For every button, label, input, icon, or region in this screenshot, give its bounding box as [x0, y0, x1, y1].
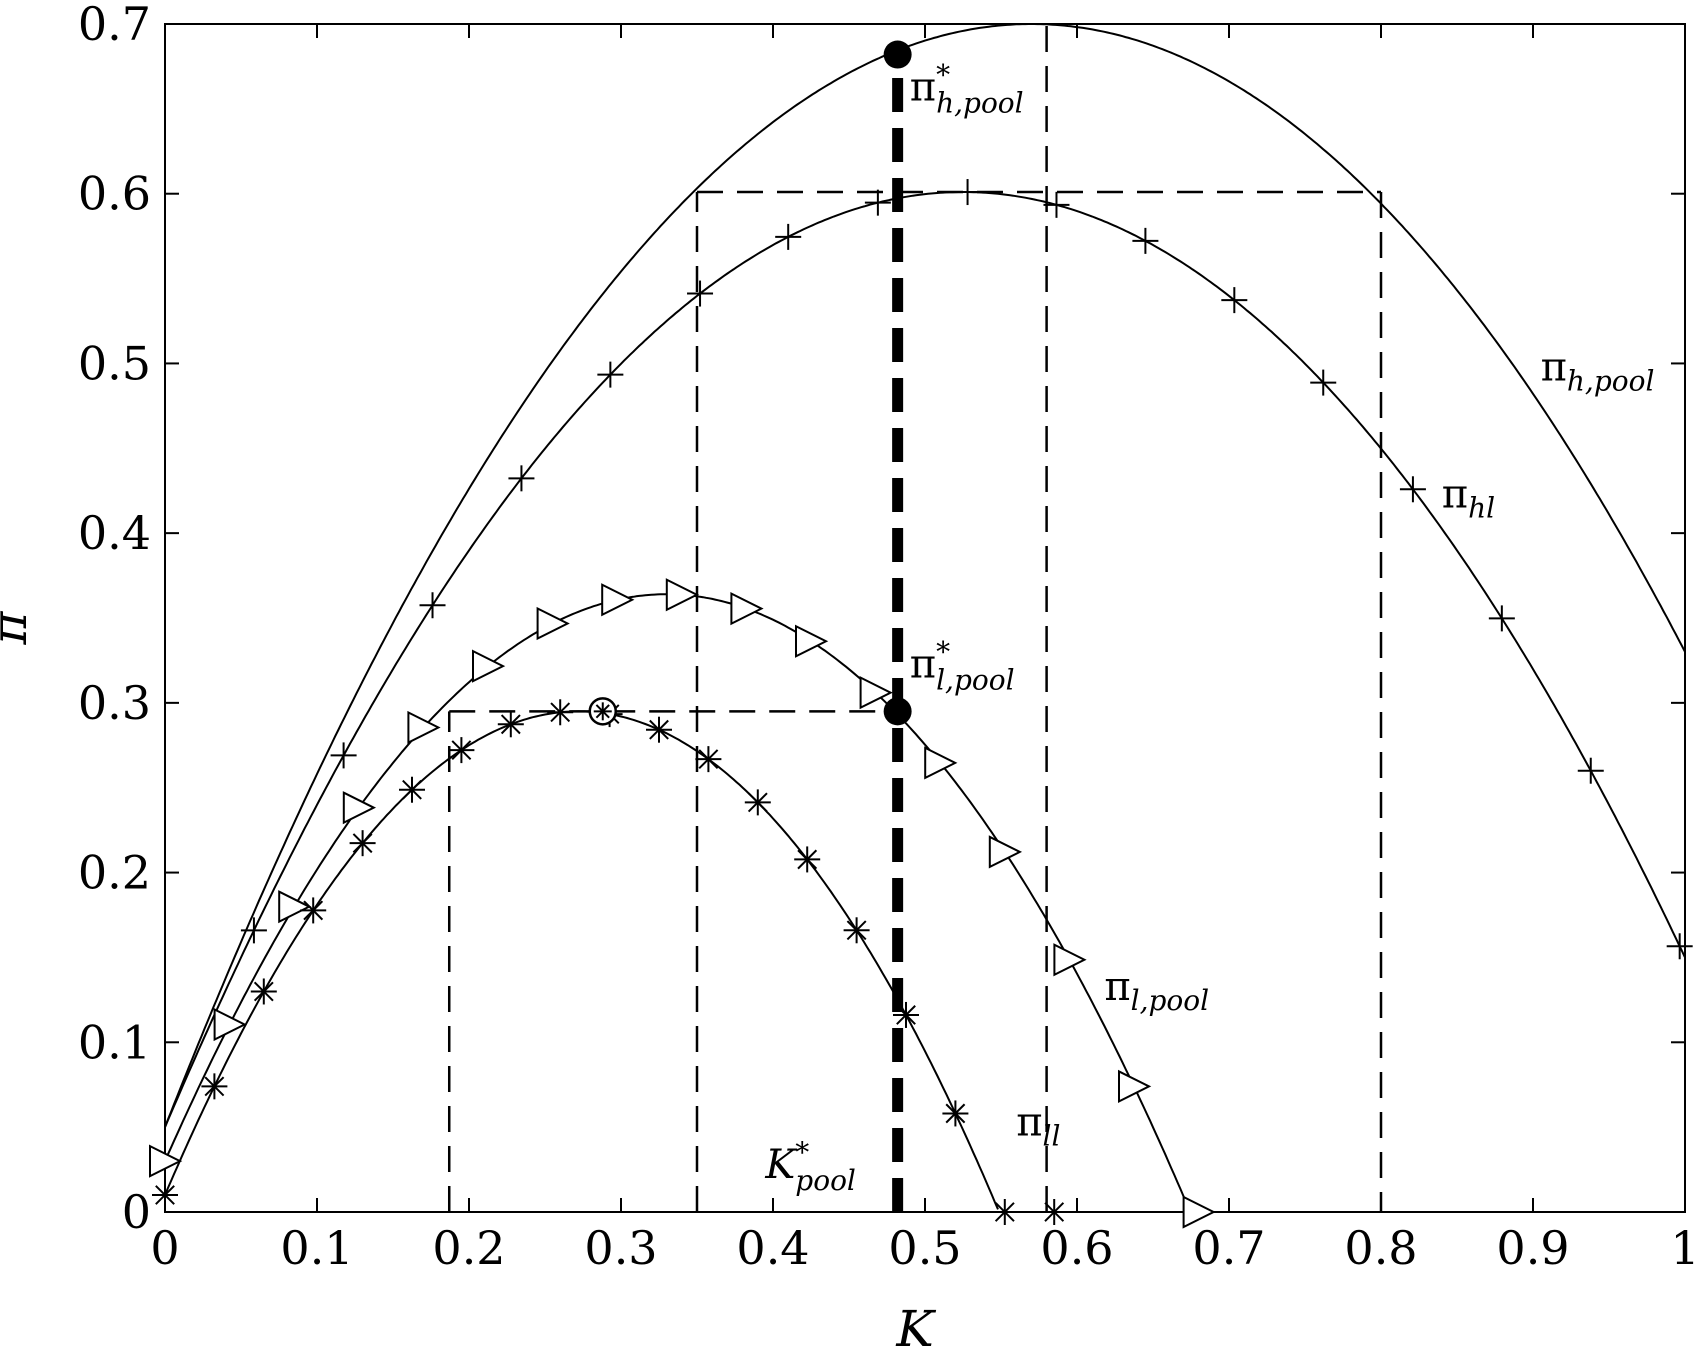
y-axis-title: π — [0, 610, 38, 645]
plus-marker — [775, 223, 802, 250]
triangle-marker — [730, 591, 764, 626]
plus-marker — [954, 179, 981, 206]
asterisk-marker — [349, 830, 376, 857]
plus-marker — [1221, 287, 1248, 314]
plus-marker — [508, 465, 535, 492]
x-tick-label: 0.2 — [432, 1221, 505, 1275]
x-tick-label: 0.9 — [1496, 1221, 1569, 1275]
asterisk-marker — [991, 1199, 1018, 1225]
y-tick-label: 0 — [122, 1185, 151, 1239]
x-tick-label: 0.3 — [584, 1221, 657, 1275]
asterisk-marker — [646, 716, 672, 743]
plus-marker — [1666, 933, 1693, 960]
y-tick-label: 0.5 — [78, 336, 151, 390]
triangle-marker — [536, 606, 570, 641]
plus-marker — [864, 189, 891, 216]
x-tick-label: 0.1 — [280, 1221, 353, 1275]
labels: πh,pool πhl πl,pool πll π* h,pool π* l,pool K* po… — [764, 58, 1654, 1197]
circled-asterisk-point — [588, 697, 618, 726]
asterisk-marker — [448, 737, 475, 764]
triangle-marker — [213, 1007, 247, 1042]
asterisk-marker — [695, 746, 722, 773]
y-tick-label: 0.4 — [78, 506, 151, 560]
highlight-points — [588, 40, 912, 726]
plus-marker — [419, 592, 446, 619]
asterisk-marker — [843, 917, 870, 944]
plus-marker — [1577, 757, 1604, 784]
asterisk-marker — [893, 1001, 919, 1028]
asterisk-marker — [152, 1182, 178, 1209]
triangle-marker — [278, 890, 312, 924]
x-axis-title: K — [895, 1300, 936, 1358]
plus-marker — [687, 280, 714, 307]
y-tick-label: 0.3 — [78, 676, 151, 730]
series-label: πhl — [1442, 472, 1495, 525]
series-label: πl,pool — [1104, 964, 1209, 1017]
x-tick-label: 1 — [1670, 1221, 1696, 1275]
plus-marker — [1310, 369, 1337, 396]
triangle-marker — [601, 583, 635, 617]
plus-marker — [1043, 191, 1070, 218]
curves — [164, 23, 1686, 1211]
triangle-marker — [665, 578, 700, 612]
k-pool-annotation: K* pool — [764, 1136, 855, 1197]
x-tick-label: 0.7 — [1192, 1221, 1265, 1275]
asterisk-marker — [399, 776, 425, 803]
plus-marker — [240, 917, 267, 944]
triangle-marker — [1182, 1195, 1216, 1229]
plot-frame — [164, 23, 1686, 1213]
triangle-marker — [472, 649, 506, 683]
plus-marker — [1488, 605, 1515, 632]
x-tick-label: 0.8 — [1344, 1221, 1417, 1275]
x-tick-label: 0.4 — [736, 1221, 809, 1275]
triangle-marker — [859, 676, 893, 710]
asterisk-marker — [744, 789, 771, 816]
plus-marker — [597, 361, 624, 388]
triangle-marker — [407, 710, 441, 745]
asterisk-marker — [794, 846, 821, 873]
series-label: πh,pool — [1541, 344, 1655, 397]
triangle-marker — [342, 791, 377, 825]
asterisk-marker — [497, 711, 524, 738]
y-tick-label: 0.1 — [78, 1015, 151, 1069]
triangle-marker — [795, 624, 829, 658]
plus-marker — [1399, 476, 1426, 503]
asterisk-marker — [547, 699, 574, 726]
y-tick-label: 0.2 — [78, 846, 151, 900]
series-label: πll — [1016, 1100, 1060, 1153]
triangle-marker — [1053, 943, 1087, 977]
triangle-marker — [1118, 1069, 1152, 1104]
triangle-marker — [988, 835, 1023, 869]
markers — [149, 179, 1693, 1229]
x-tick-label: 0 — [150, 1221, 179, 1275]
y-tick-label: 0.7 — [78, 0, 151, 51]
plus-marker — [1132, 227, 1159, 254]
asterisk-marker — [201, 1073, 228, 1100]
triangle-marker — [924, 746, 958, 780]
point-label: π* l,pool — [910, 635, 1015, 696]
point-label: π* h,pool — [910, 58, 1024, 119]
plus-marker — [330, 742, 357, 769]
asterisk-marker — [300, 897, 327, 924]
series-line — [164, 191, 1686, 1128]
asterisk-marker — [942, 1100, 969, 1127]
x-tick-label: 0.5 — [888, 1221, 961, 1275]
triangle-marker — [149, 1144, 183, 1178]
x-tick-label: 0.6 — [1040, 1221, 1113, 1275]
series-line — [164, 710, 999, 1210]
y-tick-label: 0.6 — [78, 167, 151, 221]
asterisk-marker — [250, 978, 277, 1005]
axes: 0 0.1 0.2 0.3 0.4 0.5 0.6 0.7 0.8 0.9 1 0 0.1 0.2 0.3 0… — [78, 0, 1696, 1275]
asterisk-marker — [1041, 1199, 1068, 1225]
highlight-point — [883, 40, 912, 69]
reference-lines — [447, 24, 1383, 1212]
series-line — [164, 23, 1686, 1128]
highlight-point — [883, 697, 912, 726]
